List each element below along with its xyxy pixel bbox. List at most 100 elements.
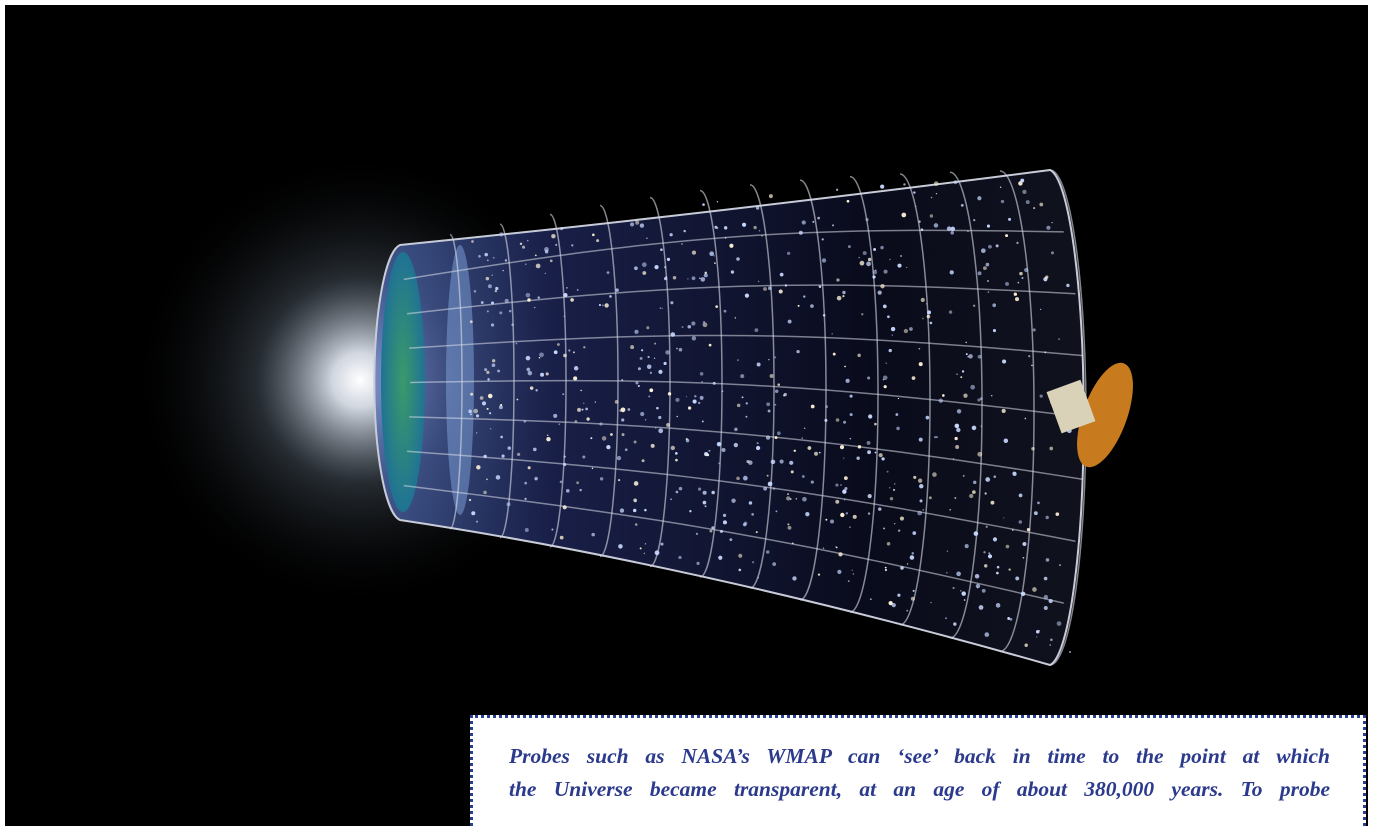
galaxy [794,450,796,452]
galaxy [973,481,976,484]
galaxy [709,529,712,532]
galaxy [600,477,603,480]
galaxy [689,510,691,512]
galaxy [919,438,923,442]
galaxy [711,526,714,529]
galaxy [661,543,664,546]
galaxy [638,367,641,370]
galaxy [490,428,491,429]
galaxy [489,412,491,414]
galaxy [702,203,705,206]
galaxy [658,370,662,374]
galaxy [949,310,952,313]
galaxy [679,487,683,491]
galaxy [499,311,502,314]
galaxy [595,401,596,402]
galaxy [476,465,480,469]
galaxy [756,446,760,450]
galaxy [1000,187,1001,188]
galaxy [696,533,698,535]
galaxy [1023,557,1025,559]
galaxy [769,194,773,198]
galaxy [1044,577,1048,581]
galaxy [889,487,890,488]
galaxy [483,455,486,458]
galaxy [811,405,815,409]
galaxy [801,437,802,438]
galaxy [476,432,477,433]
galaxy [986,526,988,528]
galaxy [651,444,655,448]
galaxy [491,274,492,275]
galaxy [713,255,714,256]
galaxy [766,435,770,439]
galaxy [931,197,933,199]
galaxy [560,481,563,484]
galaxy [846,512,848,514]
galaxy [810,304,814,308]
galaxy [788,526,792,530]
galaxy [913,191,915,193]
galaxy [526,293,531,298]
galaxy [658,428,663,433]
galaxy [640,412,644,416]
galaxy [979,605,984,610]
galaxy [955,445,959,449]
galaxy [920,499,923,502]
galaxy [1008,218,1011,221]
galaxy [641,349,643,351]
galaxy [671,446,675,450]
galaxy [1057,621,1062,626]
galaxy [470,413,472,415]
galaxy [673,276,676,279]
galaxy [868,512,870,514]
galaxy [599,304,601,306]
galaxy [602,304,604,306]
galaxy [774,404,776,406]
galaxy [867,450,871,454]
galaxy [678,556,681,559]
galaxy [936,193,937,194]
galaxy [647,365,652,370]
galaxy [950,270,954,274]
galaxy [996,603,1001,608]
galaxy [468,410,472,414]
galaxy [996,572,999,575]
galaxy [887,542,891,546]
galaxy [963,475,965,477]
galaxy [483,491,487,495]
galaxy [975,574,980,579]
galaxy [900,516,904,520]
galaxy [1016,242,1018,244]
galaxy [720,530,723,533]
galaxy [1037,501,1040,504]
galaxy [947,551,948,552]
galaxy [978,271,982,275]
galaxy [621,418,624,421]
galaxy [496,475,501,480]
galaxy [768,359,769,360]
galaxy [1021,592,1025,596]
galaxy [766,550,769,553]
galaxy [724,310,727,313]
galaxy [546,372,549,375]
galaxy [573,376,577,380]
galaxy [909,327,913,331]
galaxy [536,264,541,269]
galaxy [734,428,737,431]
galaxy [1021,277,1023,279]
galaxy [703,321,705,323]
galaxy [930,322,933,325]
galaxy [819,452,821,454]
galaxy [1027,528,1030,531]
galaxy [734,443,738,447]
galaxy [804,428,805,429]
galaxy [870,598,872,600]
galaxy [1050,638,1053,641]
galaxy [1010,618,1013,621]
galaxy [491,301,494,304]
galaxy [527,240,528,241]
galaxy [634,481,639,486]
galaxy [972,426,977,431]
galaxy [889,601,893,605]
